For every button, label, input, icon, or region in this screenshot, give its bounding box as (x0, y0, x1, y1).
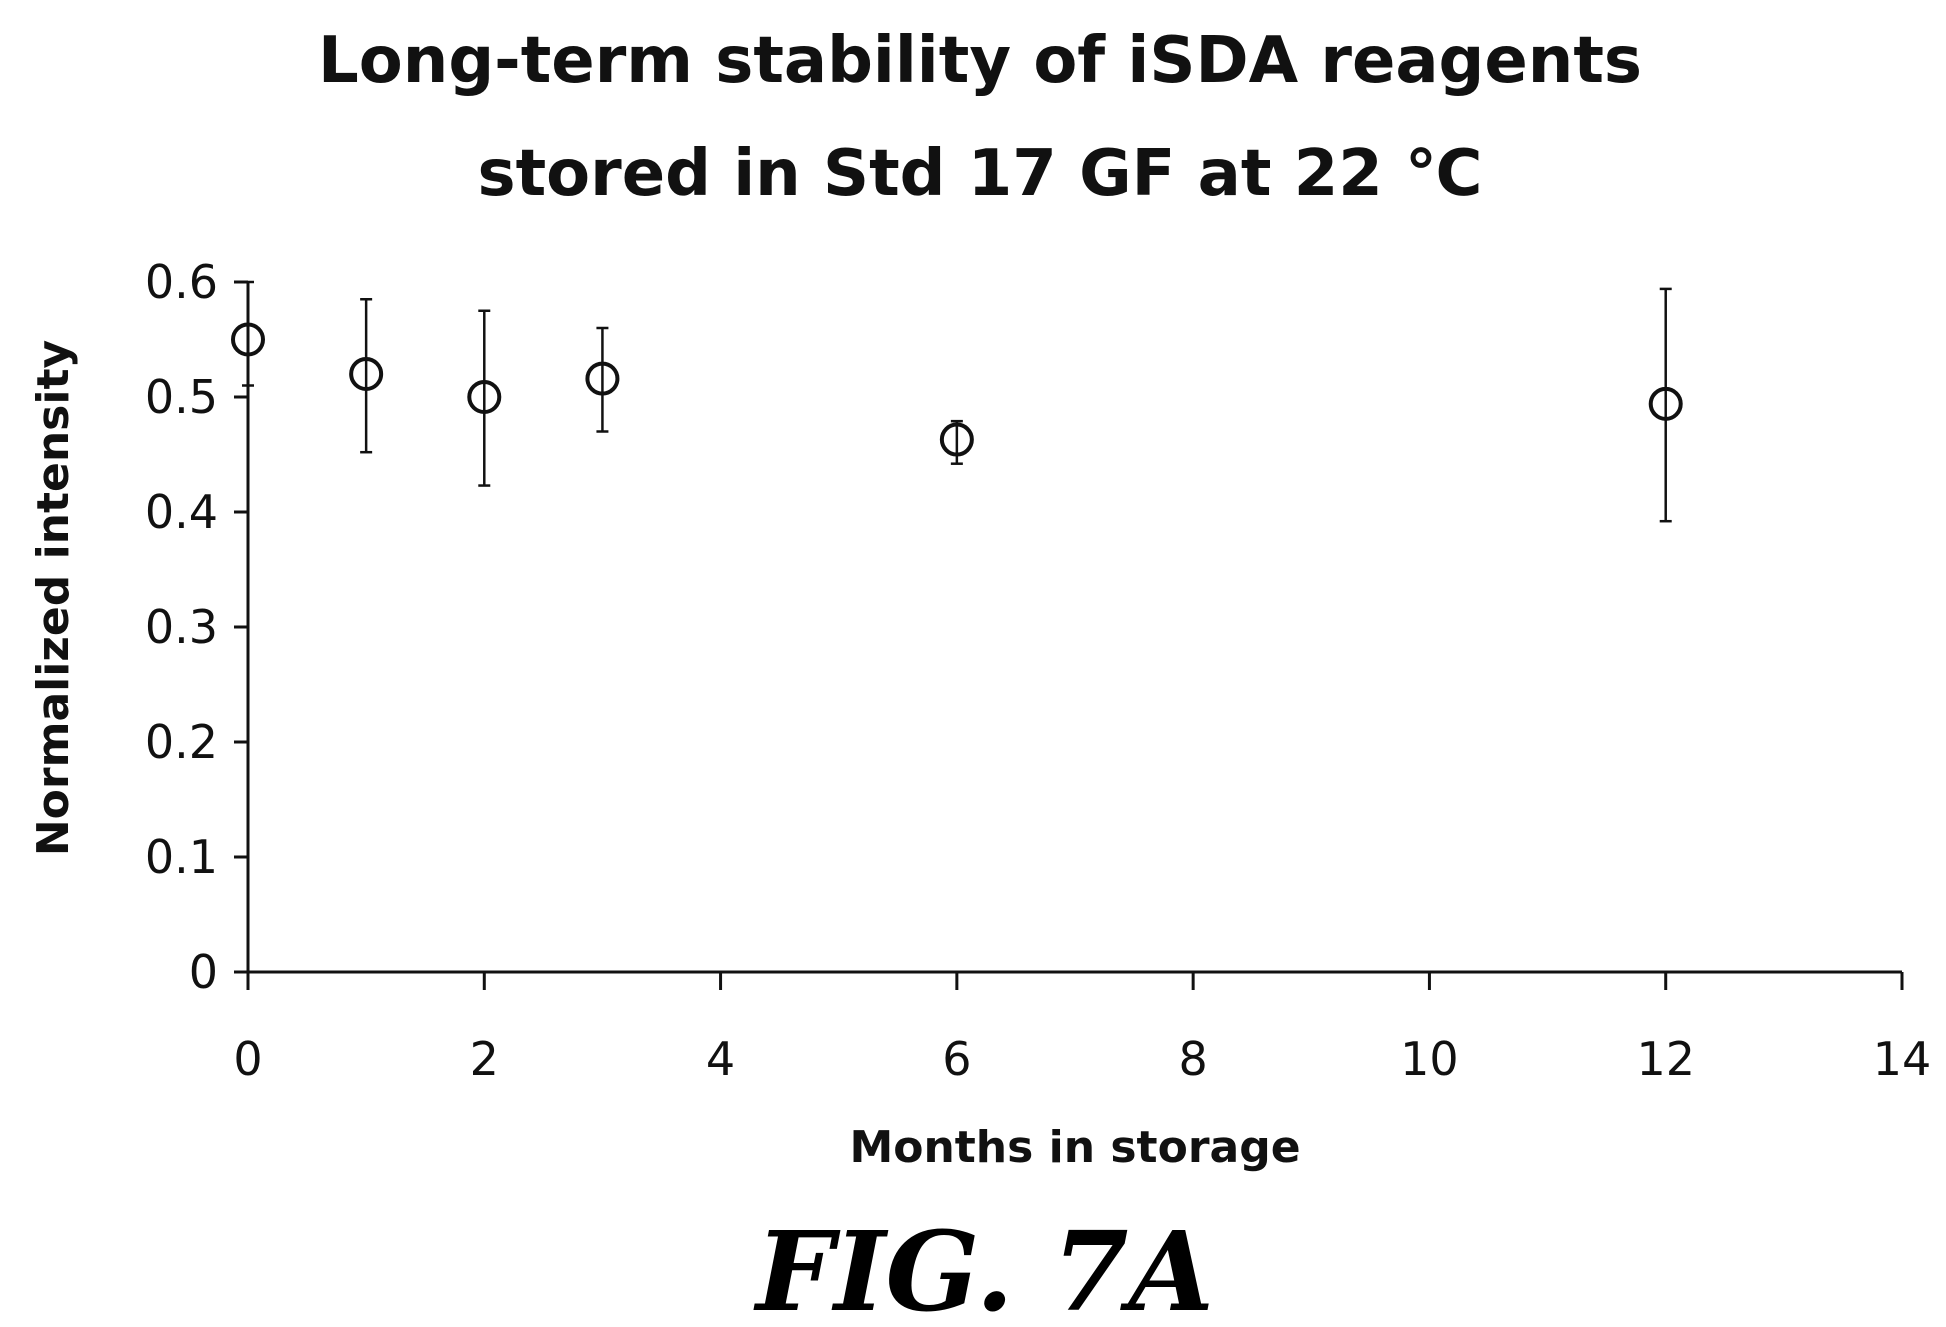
y-tick-label: 0.5 (145, 370, 218, 424)
y-tick-label: 0.3 (145, 600, 218, 654)
y-ticks: 0 0.1 0.2 0.3 0.4 0.5 0.6 (145, 255, 248, 999)
y-tick-label: 0.2 (145, 715, 218, 769)
data-point (467, 309, 502, 487)
x-axis-title: Months in storage (849, 1122, 1300, 1173)
x-tick-label: 10 (1400, 1032, 1459, 1086)
data-point (349, 298, 384, 454)
x-tick-label: 8 (1179, 1032, 1208, 1086)
x-tick-label: 14 (1873, 1032, 1932, 1086)
data-point (939, 419, 974, 465)
x-tick-label: 6 (942, 1032, 971, 1086)
chart-title-line-2: stored in Std 17 GF at 22 ℃ (477, 137, 1482, 211)
data-point (231, 280, 265, 387)
data-point (1648, 287, 1683, 523)
x-tick-label: 12 (1636, 1032, 1695, 1086)
y-tick-label: 0.4 (145, 485, 218, 539)
point-marker (349, 357, 384, 391)
chart-title-line-1: Long-term stability of iSDA reagents (318, 24, 1642, 98)
y-tick-label: 0.1 (145, 830, 218, 884)
x-tick-label: 2 (470, 1032, 499, 1086)
point-marker (939, 422, 974, 457)
y-tick-label: 0.6 (145, 255, 218, 309)
x-ticks: 0 2 4 6 8 10 12 14 (233, 972, 1931, 1086)
point-marker (467, 380, 502, 414)
point-marker (1648, 386, 1683, 421)
point-marker (585, 361, 620, 396)
y-tick-label: 0 (189, 945, 218, 999)
x-tick-label: 4 (706, 1032, 735, 1086)
point-marker (231, 322, 265, 357)
figure-caption: FIG. 7A (753, 1207, 1214, 1327)
data-point (585, 326, 620, 433)
y-axis-title: Normalized intensity (28, 340, 79, 856)
data-points (231, 280, 1683, 523)
x-tick-label: 0 (233, 1032, 262, 1086)
